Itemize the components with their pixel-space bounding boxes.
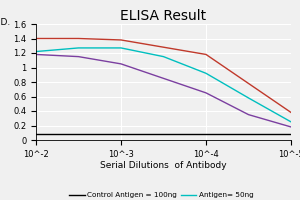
Antigen= 10ng: [119, 63, 123, 65]
Legend: Control Antigen = 100ng, Antigen= 10ng, Antigen= 50ng, Antigen= 100ng: Control Antigen = 100ng, Antigen= 10ng, …: [69, 192, 258, 200]
Control Antigen = 100ng: [204, 133, 208, 135]
Antigen= 10ng: [204, 92, 208, 94]
Control Antigen = 100ng: [34, 133, 38, 135]
Title: ELISA Result: ELISA Result: [120, 9, 207, 23]
Antigen= 50ng: [34, 50, 38, 53]
Control Antigen = 100ng: [289, 133, 293, 135]
X-axis label: Serial Dilutions  of Antibody: Serial Dilutions of Antibody: [100, 162, 227, 170]
Antigen= 50ng: [289, 121, 293, 123]
Antigen= 100ng: [162, 46, 165, 48]
Antigen= 50ng: [204, 72, 208, 75]
Antigen= 50ng: [162, 55, 165, 58]
Antigen= 10ng: [289, 126, 293, 128]
Antigen= 100ng: [289, 111, 293, 114]
Antigen= 10ng: [77, 55, 80, 58]
Text: O.D.: O.D.: [0, 18, 11, 27]
Antigen= 50ng: [77, 47, 80, 49]
Antigen= 100ng: [119, 39, 123, 41]
Antigen= 10ng: [34, 53, 38, 56]
Antigen= 50ng: [119, 47, 123, 49]
Line: Antigen= 100ng: Antigen= 100ng: [36, 39, 291, 112]
Antigen= 100ng: [34, 37, 38, 40]
Antigen= 10ng: [247, 113, 250, 116]
Antigen= 50ng: [247, 97, 250, 99]
Control Antigen = 100ng: [119, 133, 123, 135]
Antigen= 100ng: [77, 37, 80, 40]
Line: Antigen= 50ng: Antigen= 50ng: [36, 48, 291, 122]
Antigen= 10ng: [162, 77, 165, 80]
Antigen= 100ng: [247, 82, 250, 85]
Antigen= 100ng: [204, 53, 208, 56]
Line: Antigen= 10ng: Antigen= 10ng: [36, 54, 291, 127]
